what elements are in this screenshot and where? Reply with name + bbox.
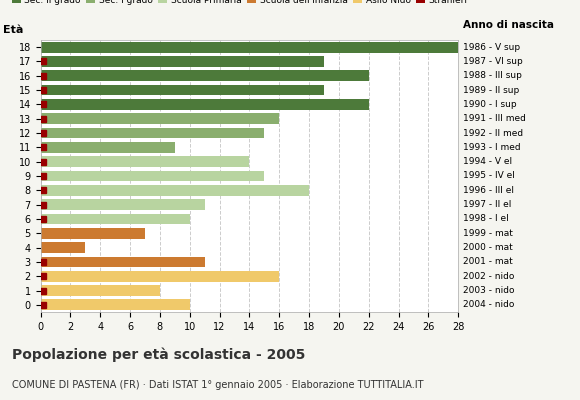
Text: 1988 - III sup: 1988 - III sup [463,71,523,80]
Text: 1989 - II sup: 1989 - II sup [463,86,520,95]
Text: 1986 - V sup: 1986 - V sup [463,43,520,52]
Bar [41,242,85,253]
Text: 1987 - VI sup: 1987 - VI sup [463,57,523,66]
Text: Popolazione per età scolastica - 2005: Popolazione per età scolastica - 2005 [12,348,305,362]
Text: 1992 - II med: 1992 - II med [463,128,524,138]
Bar [41,228,145,239]
Bar [41,128,264,138]
Text: 2003 - nido: 2003 - nido [463,286,515,295]
Bar [41,300,190,310]
Text: 1997 - II el: 1997 - II el [463,200,512,209]
Text: 2001 - mat: 2001 - mat [463,257,513,266]
Bar [41,99,369,110]
Bar [41,113,279,124]
Bar [41,199,205,210]
Text: Età: Età [3,24,23,34]
Text: 1998 - I el: 1998 - I el [463,214,509,224]
Text: COMUNE DI PASTENA (FR) · Dati ISTAT 1° gennaio 2005 · Elaborazione TUTTITALIA.IT: COMUNE DI PASTENA (FR) · Dati ISTAT 1° g… [12,380,423,390]
Bar [41,142,175,153]
Bar [41,214,190,224]
Bar [41,271,279,282]
Text: 2004 - nido: 2004 - nido [463,300,515,309]
Bar [41,70,369,81]
Bar [41,256,205,267]
Text: 1990 - I sup: 1990 - I sup [463,100,517,109]
Bar [41,56,324,67]
Text: 1991 - III med: 1991 - III med [463,114,526,123]
Bar [41,85,324,96]
Bar [41,42,458,52]
Text: 1995 - IV el: 1995 - IV el [463,172,515,180]
Text: 1996 - III el: 1996 - III el [463,186,514,195]
Text: 1993 - I med: 1993 - I med [463,143,521,152]
Bar [41,185,309,196]
Text: 2002 - nido: 2002 - nido [463,272,515,281]
Text: Anno di nascita: Anno di nascita [463,20,554,30]
Bar [41,156,249,167]
Legend: Sec. II grado, Sec. I grado, Scuola Primaria, Scuola dell'Infanzia, Asilo Nido, : Sec. II grado, Sec. I grado, Scuola Prim… [12,0,467,4]
Bar [41,171,264,181]
Text: 2000 - mat: 2000 - mat [463,243,513,252]
Text: 1999 - mat: 1999 - mat [463,229,513,238]
Bar [41,285,160,296]
Text: 1994 - V el: 1994 - V el [463,157,513,166]
